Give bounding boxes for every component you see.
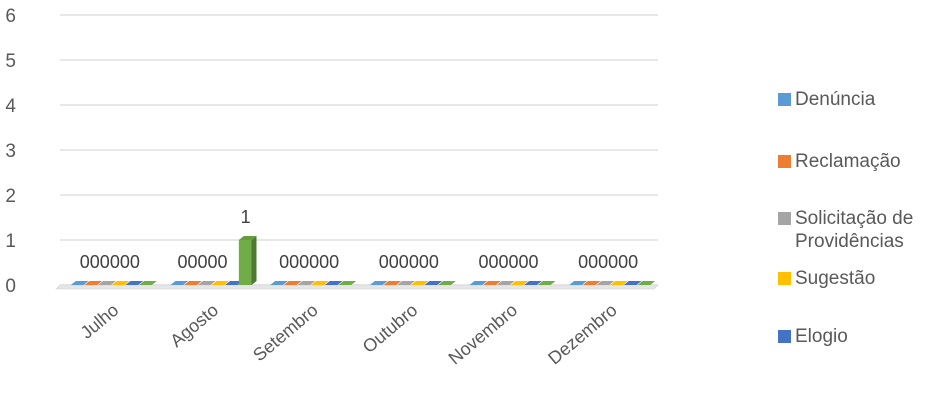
- legend-label: Elogio: [795, 326, 848, 347]
- bar: [98, 281, 116, 285]
- legend-label: Denúncia: [795, 89, 876, 110]
- legend-swatch: [778, 155, 791, 168]
- legend-item: Denúncia: [778, 88, 875, 111]
- x-tick-label: Novembro: [445, 300, 521, 369]
- legend-item: Reclamação: [778, 150, 901, 173]
- bar: [582, 281, 601, 285]
- x-tick-label: Julho: [77, 300, 123, 343]
- bar: [424, 281, 443, 285]
- y-tick-label: 1: [5, 231, 16, 252]
- bar: [438, 281, 456, 285]
- bar: [410, 281, 429, 285]
- bar: [297, 281, 316, 285]
- legend-swatch: [778, 93, 791, 106]
- bar: [510, 281, 529, 285]
- bar-value-label: 1: [241, 207, 251, 227]
- bar-top: [238, 236, 257, 240]
- legend-item: Elogio: [778, 325, 848, 348]
- bar: [483, 281, 501, 285]
- y-axis: 0 1 2 3 4 5 6: [5, 6, 16, 297]
- bar: [324, 281, 343, 285]
- legend-item: Solicitação de Providências: [778, 207, 913, 253]
- y-tick-label: 0: [5, 276, 16, 297]
- bar: [537, 281, 556, 285]
- bar: [338, 281, 357, 285]
- bar: [596, 281, 615, 285]
- data-label: 00000: [177, 252, 227, 272]
- bar: [84, 281, 103, 285]
- bar: [524, 281, 542, 285]
- bar: [125, 281, 144, 285]
- legend-swatch: [778, 272, 791, 285]
- data-label: 000000: [478, 252, 538, 272]
- x-tick-label: Agosto: [166, 300, 222, 351]
- y-tick-label: 4: [5, 96, 16, 117]
- bar: [496, 281, 515, 285]
- legend-label: Solicitação de Providências: [795, 208, 914, 252]
- bar: [184, 281, 202, 285]
- y-tick-label: 5: [5, 51, 16, 72]
- x-tick-label: Setembro: [249, 300, 322, 365]
- bar: [397, 281, 415, 285]
- data-label: 000000: [379, 252, 439, 272]
- data-label: 000000: [578, 252, 638, 272]
- y-tick-label: 2: [5, 186, 16, 207]
- x-axis: Julho Agosto Setembro Outubro Novembro Dezemb…: [77, 300, 621, 369]
- x-tick-label: Dezembro: [544, 300, 620, 369]
- legend-label: Sugestão: [795, 268, 876, 289]
- legend-item: Sugestão: [778, 267, 875, 290]
- bar: [637, 281, 656, 285]
- data-label: 000000: [80, 252, 140, 272]
- x-tick-label: Outubro: [359, 300, 422, 357]
- chart-floor: [55, 284, 659, 290]
- bars: [70, 236, 656, 285]
- bar: [469, 281, 488, 285]
- bar: [238, 240, 252, 285]
- legend-swatch: [778, 212, 791, 225]
- legend: Denúncia Reclamação Solicitação de Providê…: [778, 0, 952, 405]
- y-tick-label: 3: [5, 141, 16, 162]
- bar: [610, 281, 628, 285]
- data-label: 000000: [279, 252, 339, 272]
- bar: [197, 281, 216, 285]
- bar: [270, 281, 288, 285]
- bar: [369, 281, 388, 285]
- y-tick-label: 6: [5, 6, 16, 27]
- floor: [55, 284, 659, 290]
- bar: [70, 281, 89, 285]
- bar: [623, 281, 642, 285]
- bar: [383, 281, 402, 285]
- legend-swatch: [778, 330, 791, 343]
- bar: [225, 281, 243, 285]
- bar: [211, 281, 230, 285]
- bar: [170, 281, 189, 285]
- bar: [283, 281, 302, 285]
- legend-label: Reclamação: [795, 151, 901, 172]
- bar-side: [251, 236, 257, 285]
- bar: [311, 281, 329, 285]
- bar: [111, 281, 130, 285]
- bar: [569, 281, 587, 285]
- gridlines: [60, 14, 658, 286]
- bar: [139, 281, 157, 285]
